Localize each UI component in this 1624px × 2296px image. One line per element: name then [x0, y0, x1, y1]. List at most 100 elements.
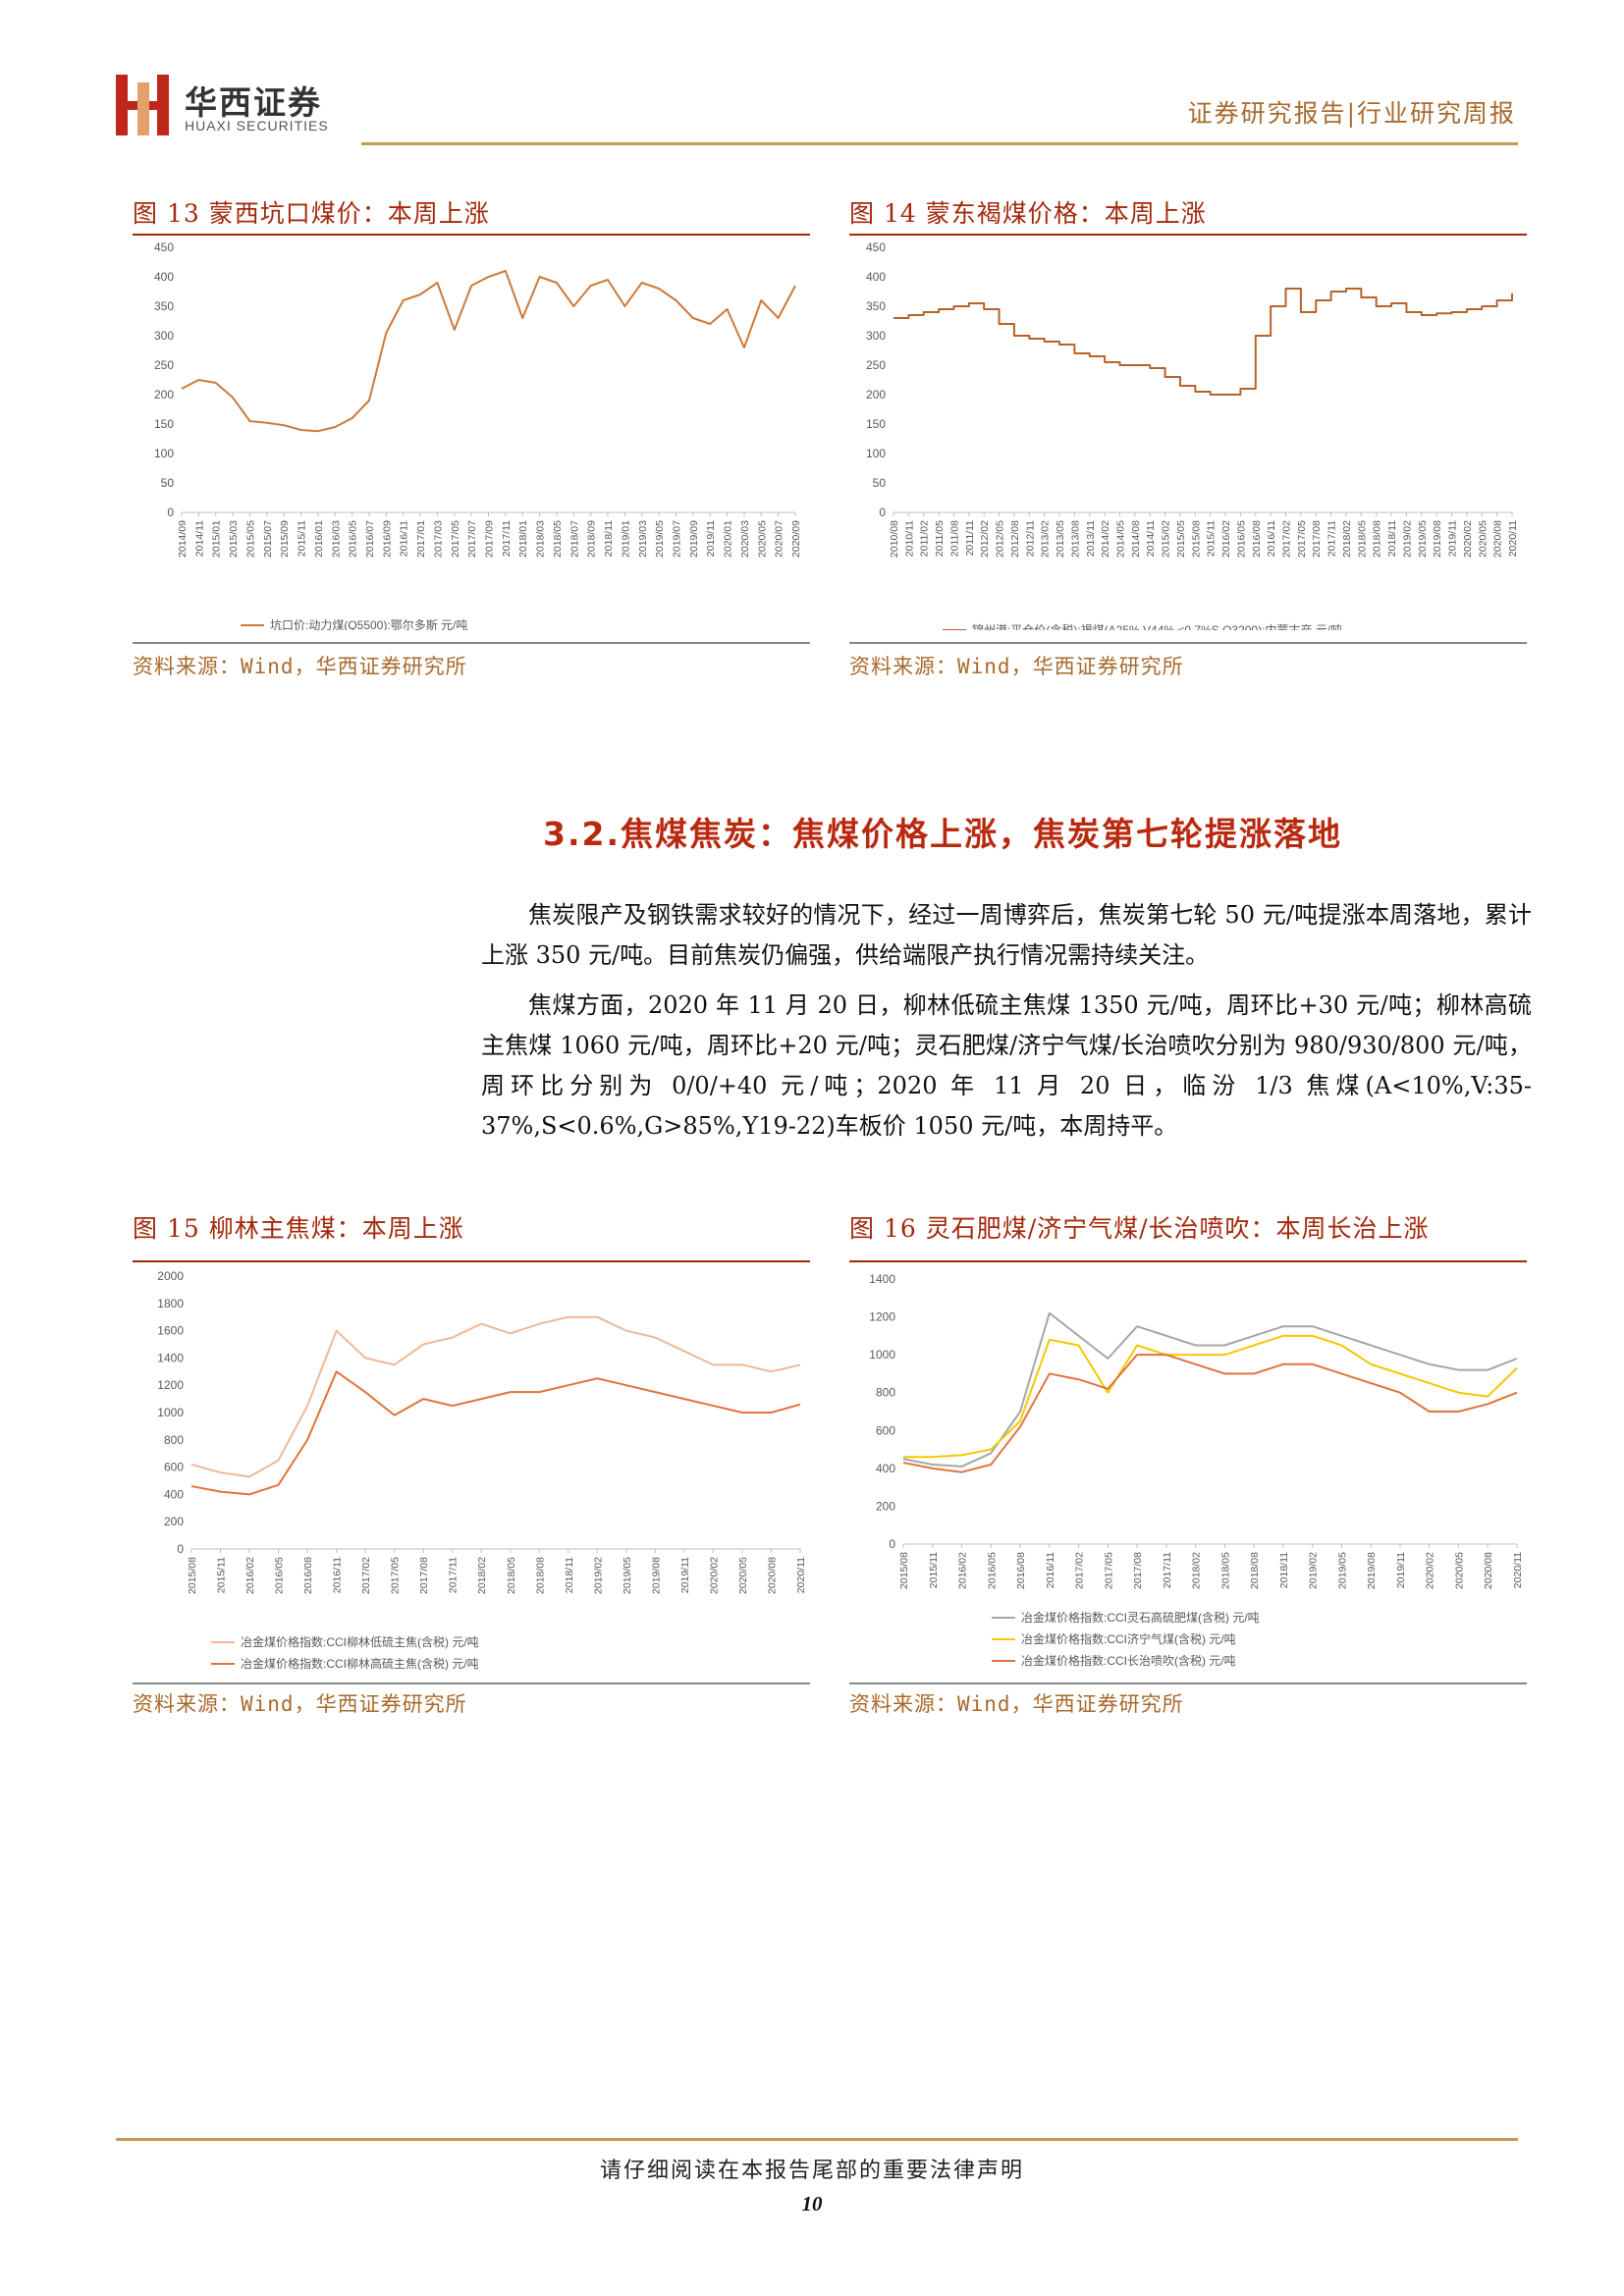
- x-tick-label: 2020/11: [795, 1557, 807, 1593]
- fig16-source: 资料来源：Wind，华西证券研究所: [849, 1692, 1184, 1716]
- x-tick-label: 2018/01: [517, 520, 529, 558]
- y-tick-label: 0: [167, 506, 174, 519]
- x-tick-label: 2018/07: [568, 520, 580, 558]
- y-tick-label: 1400: [869, 1272, 895, 1286]
- x-tick-label: 2017/11: [1162, 1552, 1173, 1588]
- y-tick-label: 300: [154, 329, 174, 343]
- x-tick-label: 2018/03: [535, 520, 547, 558]
- y-tick-label: 150: [154, 417, 174, 431]
- x-tick-label: 2018/02: [1341, 520, 1353, 558]
- x-tick-label: 2019/11: [1447, 520, 1459, 557]
- x-tick-label: 2018/08: [1372, 520, 1383, 558]
- x-tick-label: 2017/09: [484, 520, 496, 558]
- x-tick-label: 2020/05: [1477, 520, 1489, 558]
- legend-label: 冶金煤价格指数:CCI柳林低硫主焦(含税) 元/吨: [241, 1634, 479, 1649]
- fig15-chart: 0 200 400 600 800 1000 1200 1400 1600 1800 2000 201…: [157, 1269, 807, 1671]
- x-tick-label: 2018/08: [1249, 1552, 1261, 1589]
- x-tick-label: 2016/11: [332, 1557, 344, 1593]
- series-line: [190, 1370, 801, 1496]
- x-tick-label: 2015/03: [228, 520, 240, 558]
- legend-label: 冶金煤价格指数:CCI长治喷吹(含税) 元/吨: [1021, 1653, 1236, 1668]
- y-tick-label: 600: [164, 1461, 184, 1474]
- x-tick-label: 2018/05: [1356, 520, 1368, 558]
- section-heading: 3.2.焦煤焦炭：焦煤价格上涨，焦炭第七轮提涨落地: [543, 815, 1342, 853]
- x-tick-label: 2010/11: [903, 520, 915, 557]
- x-tick-label: 2015/11: [297, 520, 308, 557]
- y-tick-label: 150: [866, 417, 886, 431]
- x-tick-label: 2018/05: [552, 520, 564, 558]
- legend-label: 冶金煤价格指数:CCI柳林高硫主焦(含税) 元/吨: [241, 1656, 479, 1671]
- x-tick-label: 2015/07: [262, 520, 274, 558]
- x-tick-label: 2016/08: [302, 1557, 314, 1594]
- x-tick-label: 2020/08: [766, 1557, 778, 1594]
- x-tick-label: 2020/09: [790, 520, 802, 558]
- fig14-top-rule: [849, 234, 1527, 236]
- fig13-title: 图 13 蒙西坑口煤价：本周上涨: [133, 199, 490, 228]
- x-tick-label: 2014/09: [177, 520, 189, 558]
- company-name-en: HUAXI SECURITIES: [185, 118, 329, 133]
- x-tick-label: 2018/02: [476, 1557, 488, 1594]
- y-tick-label: 100: [866, 447, 886, 460]
- x-tick-label: 2017/08: [1311, 520, 1323, 558]
- legend-label: 锦州港:平仓价(含税):褐煤(A25%,V44%,<0.7%S,Q3200):内…: [972, 622, 1342, 630]
- x-tick-label: 2015/11: [216, 1557, 228, 1593]
- series-line: [181, 270, 796, 433]
- x-tick-label: 2015/08: [1190, 520, 1202, 558]
- x-tick-label: 2015/08: [187, 1557, 198, 1594]
- footer-divider: [116, 2138, 1518, 2141]
- y-tick-label: 1400: [157, 1351, 184, 1364]
- x-tick-label: 2019/08: [650, 1557, 662, 1594]
- x-tick-label: 2015/09: [279, 520, 291, 558]
- x-tick-label: 2020/05: [1453, 1552, 1465, 1589]
- x-tick-label: 2015/05: [1175, 520, 1187, 558]
- x-tick-label: 2017/11: [501, 520, 513, 557]
- x-tick-label: 2012/11: [1024, 520, 1036, 557]
- series-line: [903, 1334, 1518, 1459]
- y-tick-label: 0: [177, 1542, 184, 1556]
- y-tick-label: 450: [154, 240, 174, 254]
- x-tick-label: 2020/02: [708, 1557, 720, 1594]
- x-tick-label: 2018/09: [586, 520, 598, 558]
- x-tick-label: 2017/07: [466, 520, 478, 558]
- y-tick-label: 300: [866, 329, 886, 343]
- fig13-bottom-rule: [133, 642, 810, 644]
- fig16-bottom-rule: [849, 1682, 1527, 1684]
- series-line: [902, 1311, 1518, 1468]
- x-tick-label: 2012/08: [1009, 520, 1021, 558]
- x-tick-label: 2020/05: [756, 520, 768, 558]
- x-tick-label: 2019/07: [671, 520, 682, 558]
- x-tick-label: 2017/05: [390, 1557, 402, 1594]
- x-tick-label: 2016/09: [381, 520, 393, 558]
- x-tick-label: 2020/08: [1483, 1552, 1494, 1589]
- x-tick-label: 2017/03: [432, 520, 444, 558]
- y-tick-label: 1000: [869, 1348, 895, 1362]
- y-tick-label: 250: [154, 358, 174, 372]
- y-tick-label: 200: [164, 1515, 184, 1528]
- x-tick-label: 2019/02: [592, 1557, 604, 1594]
- x-tick-label: 2016/05: [348, 520, 359, 558]
- y-tick-label: 1600: [157, 1324, 184, 1338]
- x-tick-label: 2011/05: [934, 520, 946, 557]
- x-tick-label: 2017/11: [1326, 520, 1338, 557]
- x-tick-label: 2020/02: [1425, 1552, 1436, 1589]
- y-tick-label: 450: [866, 240, 886, 254]
- x-tick-label: 2018/11: [564, 1557, 575, 1593]
- y-tick-label: 50: [873, 476, 887, 490]
- x-tick-label: 2019/05: [622, 1557, 633, 1594]
- fig16-chart: 0 200 400 600 800 1000 1200 1400 2015/08 2015/11 2…: [869, 1272, 1524, 1668]
- y-tick-label: 250: [866, 358, 886, 372]
- x-tick-label: 2019/11: [705, 520, 717, 557]
- legend-label: 冶金煤价格指数:CCI灵石高硫肥煤(含税) 元/吨: [1021, 1610, 1260, 1625]
- x-tick-label: 2016/11: [1045, 1552, 1056, 1588]
- x-tick-label: 2019/08: [1432, 520, 1443, 558]
- series-line: [190, 1315, 801, 1478]
- doc-type-label: 证券研究报告|行业研究周报: [1187, 99, 1516, 128]
- x-tick-label: 2018/05: [1219, 1552, 1231, 1589]
- x-tick-label: 2017/02: [360, 1557, 372, 1594]
- x-tick-label: 2019/08: [1366, 1552, 1378, 1589]
- x-tick-label: 2017/05: [1103, 1552, 1114, 1589]
- x-tick-label: 2017/01: [415, 520, 427, 558]
- x-tick-label: 2017/05: [450, 520, 461, 558]
- page-number: 10: [801, 2192, 823, 2216]
- company-name-cn: 华西证券: [185, 83, 322, 122]
